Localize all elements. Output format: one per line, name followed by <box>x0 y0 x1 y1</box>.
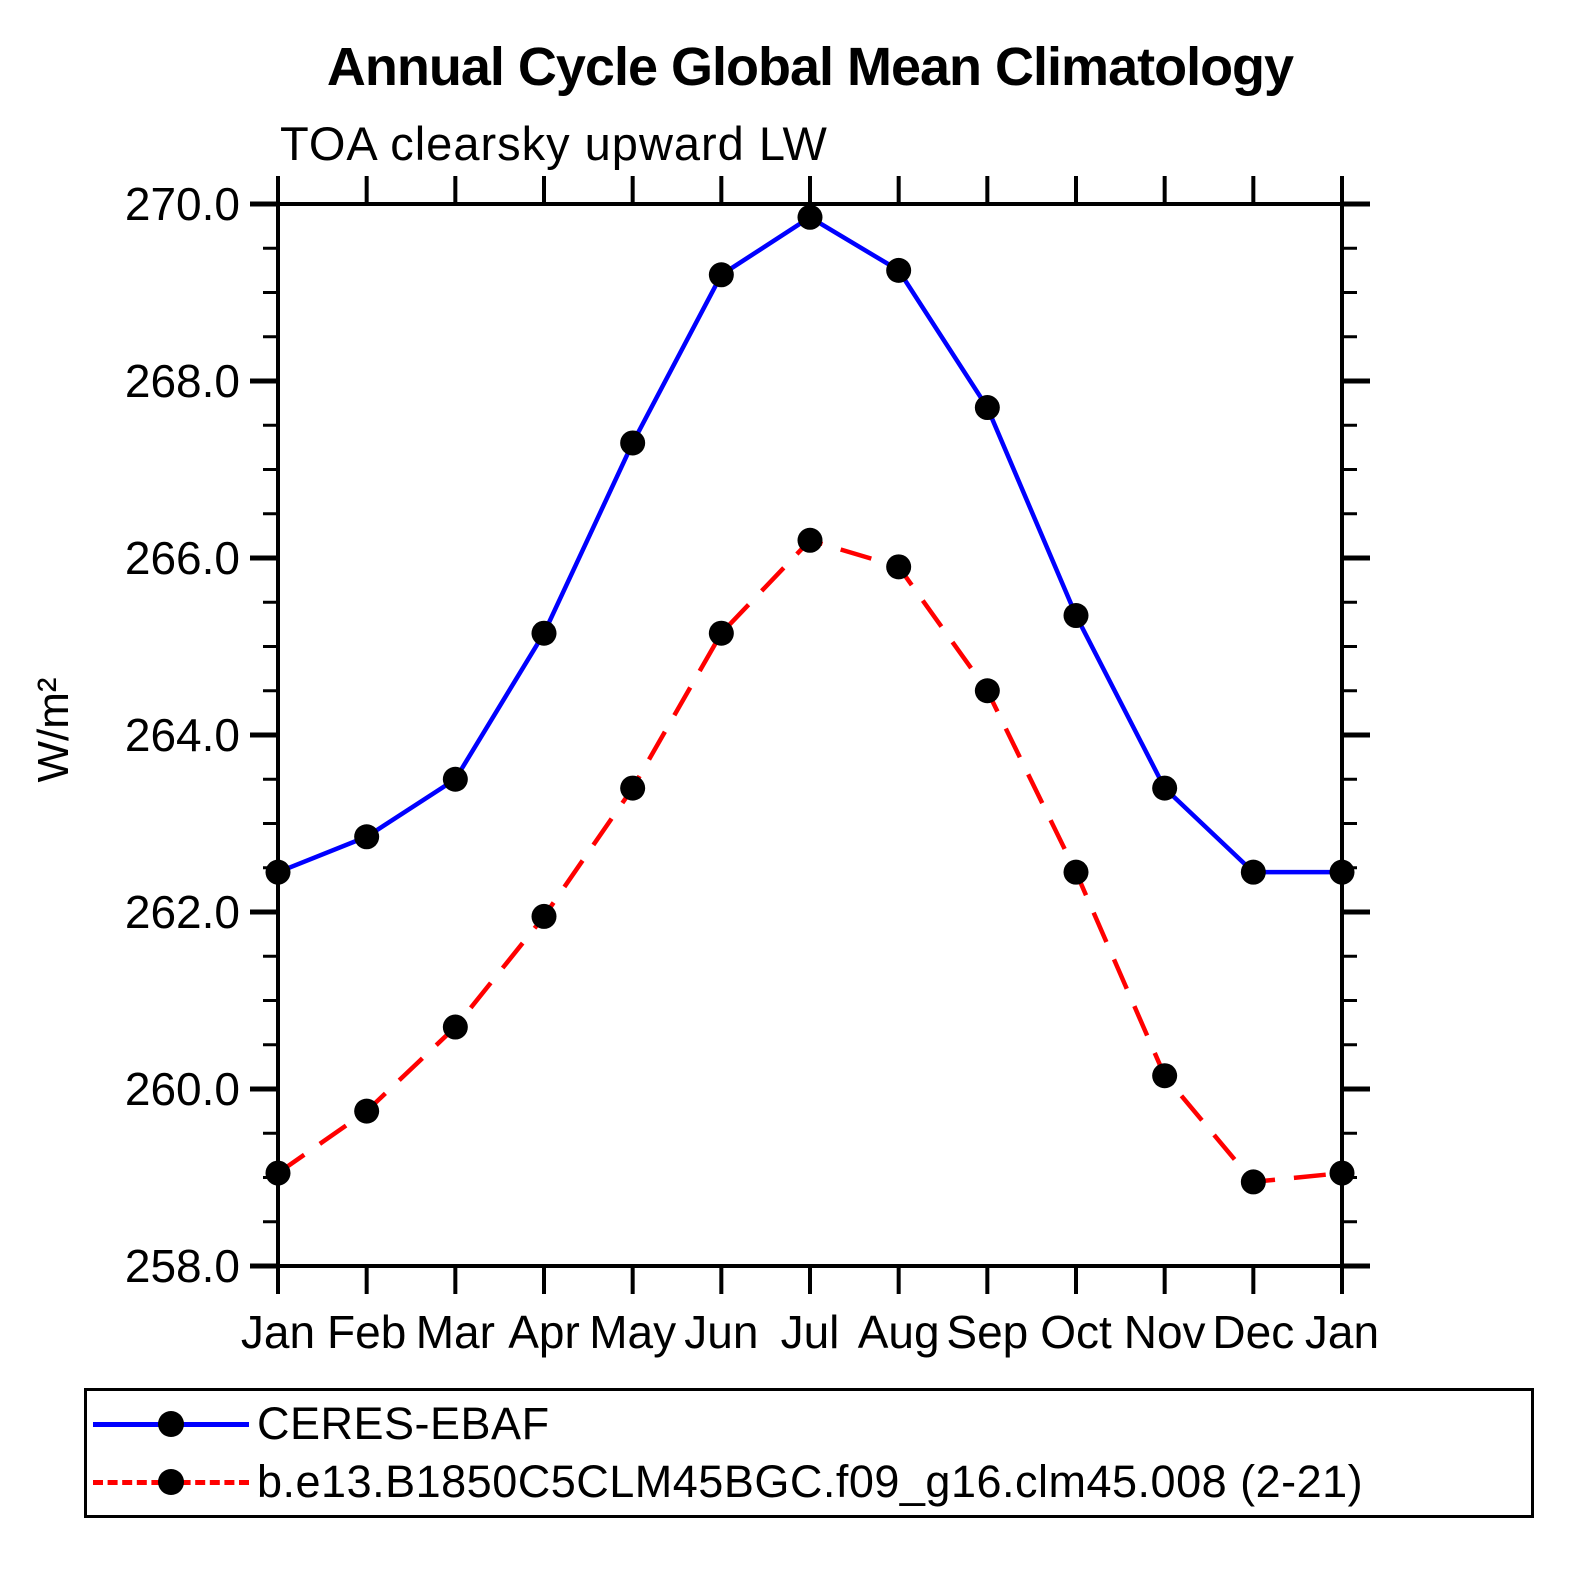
y-tick-label: 260.0 <box>125 1063 240 1115</box>
data-point-1 <box>1329 1160 1355 1186</box>
legend-label-model: b.e13.B1850C5CLM45BGC.f09_g16.clm45.008 … <box>257 1456 1364 1507</box>
data-point-1 <box>708 620 734 646</box>
x-tick-label: Feb <box>327 1306 406 1358</box>
chart-subtitle: TOA clearsky upward LW <box>280 117 828 170</box>
x-tick-label: May <box>589 1306 676 1358</box>
data-point-0 <box>1329 859 1355 885</box>
x-tick-label: Apr <box>508 1306 580 1358</box>
y-tick-label: 258.0 <box>125 1240 240 1292</box>
chart-title: Annual Cycle Global Mean Climatology <box>326 37 1294 97</box>
data-point-0 <box>886 257 912 283</box>
y-tick-label: 270.0 <box>125 178 240 230</box>
legend-item-model: b.e13.B1850C5CLM45BGC.f09_g16.clm45.008 … <box>87 1454 1531 1510</box>
data-point-1 <box>797 527 823 553</box>
legend-item-observation: CERES-EBAF <box>87 1396 1531 1452</box>
data-point-1 <box>1063 859 1089 885</box>
legend-box: CERES-EBAF b.e13.B1850C5CLM45BGC.f09_g16… <box>84 1388 1534 1518</box>
data-point-0 <box>620 430 646 456</box>
data-point-1 <box>531 903 557 929</box>
data-point-0 <box>354 824 380 850</box>
legend-label-observation: CERES-EBAF <box>257 1398 550 1449</box>
y-tick-label: 266.0 <box>125 532 240 584</box>
plot-frame <box>276 202 1344 1268</box>
x-tick-label: Nov <box>1124 1306 1206 1358</box>
x-tick-label: Jun <box>684 1306 758 1358</box>
data-point-0 <box>1063 603 1089 629</box>
x-tick-label: Sep <box>946 1306 1028 1358</box>
black-dot-marker-icon <box>158 1469 184 1495</box>
x-tick-label: Oct <box>1040 1306 1112 1358</box>
data-point-1 <box>974 678 1000 704</box>
x-tick-label: Jan <box>241 1306 315 1358</box>
data-point-1 <box>265 1160 291 1186</box>
data-point-0 <box>974 395 1000 421</box>
data-point-1 <box>442 1014 468 1040</box>
data-point-1 <box>886 554 912 580</box>
series-line-1 <box>276 538 1343 1185</box>
x-tick-label: Aug <box>858 1306 940 1358</box>
y-tick-label: 264.0 <box>125 709 240 761</box>
data-point-0 <box>442 766 468 792</box>
data-point-0 <box>531 620 557 646</box>
y-tick-label: 268.0 <box>125 355 240 407</box>
data-point-0 <box>797 204 823 230</box>
legend-sample-solid-blue-line <box>93 1409 249 1439</box>
x-tick-label: Jul <box>781 1306 840 1358</box>
data-point-1 <box>1152 1063 1178 1089</box>
data-point-0 <box>708 262 734 288</box>
data-point-1 <box>620 775 646 801</box>
data-point-1 <box>1240 1169 1266 1195</box>
x-tick-label: Mar <box>416 1306 495 1358</box>
data-point-1 <box>354 1098 380 1124</box>
black-dot-marker-icon <box>158 1411 184 1437</box>
data-point-0 <box>265 859 291 885</box>
x-tick-label: Jan <box>1305 1306 1379 1358</box>
legend-sample-dashed-red-line <box>93 1467 249 1497</box>
data-point-0 <box>1240 859 1266 885</box>
x-tick-label: Dec <box>1212 1306 1294 1358</box>
data-point-0 <box>1152 775 1178 801</box>
y-tick-label: 262.0 <box>125 886 240 938</box>
